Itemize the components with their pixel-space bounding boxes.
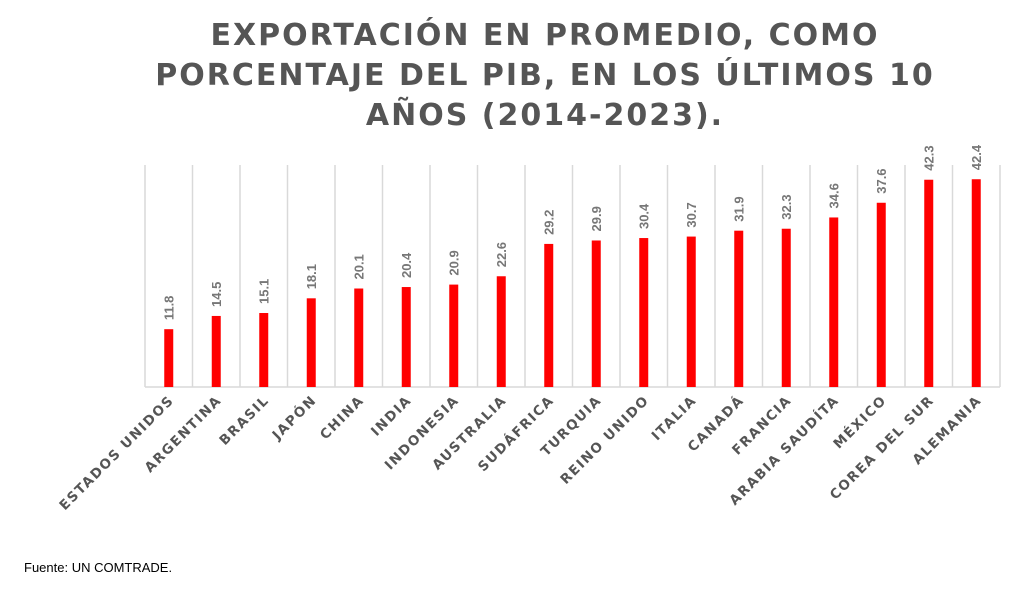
data-label: 20.1 bbox=[351, 254, 366, 279]
bar bbox=[164, 329, 174, 387]
bar bbox=[829, 217, 839, 387]
bar bbox=[971, 179, 981, 387]
data-label: 20.4 bbox=[399, 252, 414, 278]
bar bbox=[449, 284, 459, 387]
data-label: 11.8 bbox=[161, 296, 176, 321]
x-tick-label: BRASIL bbox=[216, 393, 272, 449]
bar bbox=[924, 179, 934, 387]
bar bbox=[306, 298, 316, 387]
bar bbox=[639, 238, 649, 387]
bar bbox=[354, 288, 364, 387]
data-label: 42.3 bbox=[921, 145, 936, 170]
bar bbox=[401, 287, 411, 387]
data-label: 31.9 bbox=[731, 196, 746, 221]
chart-title-line: EXPORTACIÓN EN PROMEDIO, COMO bbox=[210, 18, 880, 53]
bar bbox=[781, 228, 791, 387]
data-label: 20.9 bbox=[446, 250, 461, 275]
bar bbox=[876, 202, 886, 387]
data-label: 30.7 bbox=[684, 202, 699, 227]
bar bbox=[211, 315, 221, 387]
data-label: 42.4 bbox=[969, 144, 984, 170]
data-label: 30.4 bbox=[636, 203, 651, 229]
data-label: 14.5 bbox=[209, 282, 224, 307]
bar bbox=[496, 276, 506, 387]
data-label: 15.1 bbox=[256, 279, 271, 304]
bar bbox=[544, 243, 554, 387]
bar bbox=[259, 313, 269, 387]
chart-title-line: AÑOS (2014-2023). bbox=[365, 98, 725, 133]
source-note: Fuente: UN COMTRADE. bbox=[24, 560, 173, 575]
x-tick-label: INDIA bbox=[368, 393, 415, 440]
x-tick-label: REINO UNIDO bbox=[557, 393, 652, 488]
data-label: 18.1 bbox=[304, 264, 319, 289]
x-tick-label: CHINA bbox=[317, 393, 368, 444]
bar bbox=[686, 236, 696, 387]
data-label: 32.3 bbox=[779, 194, 794, 219]
data-label: 37.6 bbox=[874, 168, 889, 193]
bar bbox=[734, 230, 744, 387]
x-tick-label: JAPÓN bbox=[267, 391, 320, 444]
bar bbox=[591, 240, 601, 387]
data-label: 34.6 bbox=[826, 183, 841, 208]
data-label: 22.6 bbox=[494, 242, 509, 267]
data-label: 29.2 bbox=[541, 210, 556, 235]
chart-title-line: PORCENTAJE DEL PIB, EN LOS ÚLTIMOS 10 bbox=[155, 58, 935, 93]
chart-title: EXPORTACIÓN EN PROMEDIO, COMO PORCENTAJE… bbox=[0, 16, 1024, 136]
data-label: 29.9 bbox=[589, 206, 604, 231]
